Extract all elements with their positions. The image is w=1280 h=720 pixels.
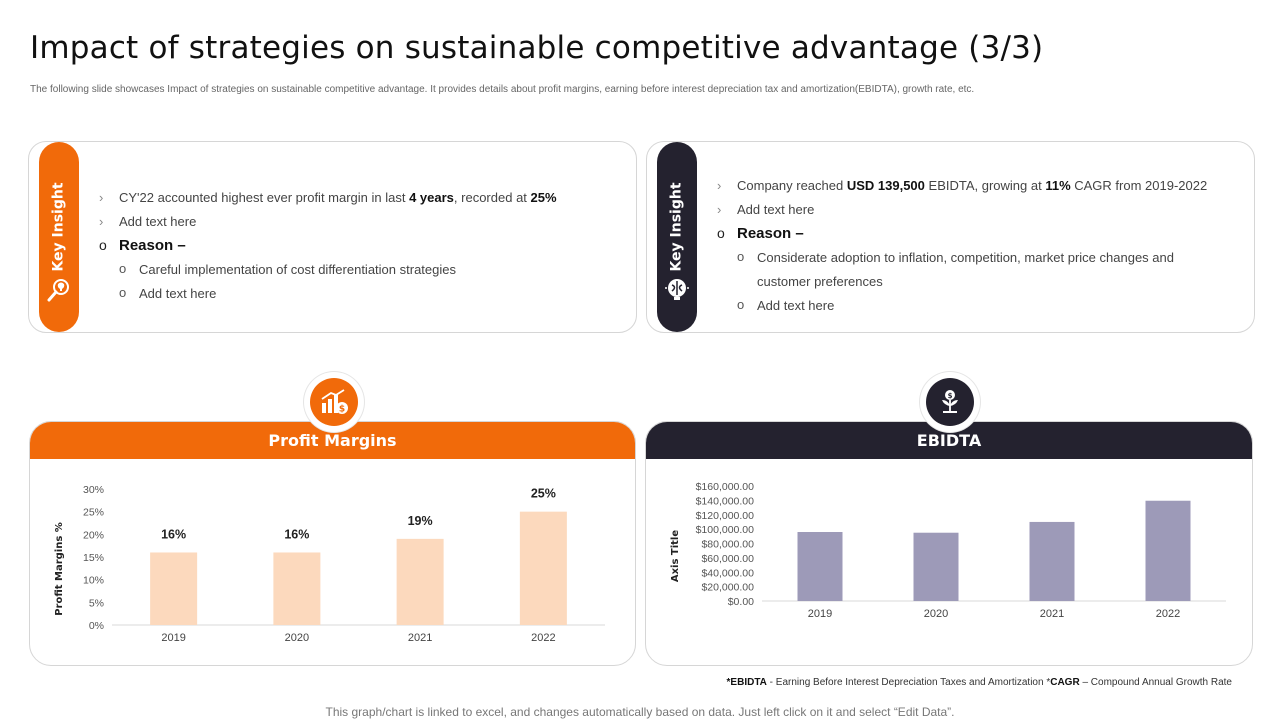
y-tick-label: 5% [89,597,104,609]
ebidta-panel: EBIDTA $0.00 $20,000.00 $40,000.00 $60,000.… [645,421,1253,666]
key-insight-label: Key Insight [669,182,685,272]
reason-item: Add text here [737,293,1237,318]
reason-heading: Reason – [717,221,1237,246]
bar-2021 [396,538,444,625]
x-tick-label: 2020 [285,632,309,644]
bar-chart-dollar-icon: $ [321,389,348,415]
x-tick-label: 2019 [161,632,185,644]
y-tick-label: $160,000.00 [696,481,755,493]
reason-item: Considerate adoption to inflation, compe… [737,245,1237,294]
y-axis-title: Profit Margins % [54,522,65,616]
insight-bullet: Company reached USD 139,500 EBIDTA, grow… [717,174,1237,198]
insight-card-profit: Key Insight CY'22 accounted highest ever… [28,141,637,333]
bar-2022 [519,511,567,625]
x-tick-label: 2022 [1156,608,1180,620]
reason-heading: Reason – [99,233,619,258]
profit-margins-chart[interactable]: 0% 5% 10% 15% 20% 25% 30% Profit Margins % 2019 1… [30,459,636,666]
bar-2020 [913,532,959,601]
insight-bullet: Add text here [717,198,1237,222]
bar-2021 [1029,521,1075,601]
ebidta-chart[interactable]: $0.00 $20,000.00 $40,000.00 $60,000.00 $80,0… [646,459,1253,666]
y-tick-label: 15% [83,552,104,564]
y-axis-title: Axis Title [670,530,681,583]
page-subtitle: The following slide showcases Impact of … [30,84,975,95]
insight-bullet: CY'22 accounted highest ever profit marg… [99,186,619,210]
data-label: 19% [408,514,433,528]
bar-2019 [797,532,843,601]
bar-2020 [273,552,321,625]
money-plant-icon: $ [942,390,958,413]
x-tick-label: 2021 [408,632,432,644]
y-tick-label: $60,000.00 [701,553,754,565]
key-insight-tab: Key Insight [39,142,79,332]
y-tick-label: $40,000.00 [701,567,754,579]
footer-note: This graph/chart is linked to excel, and… [325,705,955,719]
bar-2019 [150,552,198,625]
y-tick-label: $120,000.00 [696,510,755,522]
x-tick-label: 2022 [531,632,555,644]
key-insight-label: Key Insight [51,182,67,272]
y-tick-label: $80,000.00 [701,539,754,551]
insight-card-ebidta: Key Insight Company reached USD 139,500 … [646,141,1255,333]
insight-bullet: Add text here [99,210,619,234]
y-tick-label: $0.00 [728,596,754,608]
x-tick-label: 2020 [924,608,948,620]
y-tick-label: 0% [89,620,104,632]
page-title: Impact of strategies on sustainable comp… [30,30,1044,66]
y-tick-label: 10% [83,575,104,587]
footnote: *EBIDTA - Earning Before Interest Deprec… [726,677,1232,688]
x-tick-label: 2019 [808,608,832,620]
y-tick-label: 30% [83,484,104,496]
brain-bulb-icon [665,279,689,300]
y-tick-label: 20% [83,529,104,541]
svg-text:$: $ [948,392,953,400]
data-label: 25% [531,487,556,501]
data-label: 16% [161,527,186,541]
y-tick-label: $100,000.00 [696,524,755,536]
ebidta-badge: $ [920,372,980,432]
bar-2022 [1145,500,1191,601]
y-tick-label: $20,000.00 [701,582,754,594]
data-label: 16% [284,527,309,541]
x-tick-label: 2021 [1040,608,1064,620]
reason-item: Add text here [119,281,619,306]
svg-text:$: $ [339,405,345,415]
profit-badge: $ [304,372,364,432]
profit-margins-panel: Profit Margins 0% 5% 10% 15% 20% 25% 30% Profit… [29,421,636,666]
magnifier-bulb-icon [47,279,69,302]
reason-item: Careful implementation of cost different… [119,257,619,282]
key-insight-tab: Key Insight [657,142,697,332]
y-tick-label: $140,000.00 [696,495,755,507]
y-tick-label: 25% [83,507,104,519]
